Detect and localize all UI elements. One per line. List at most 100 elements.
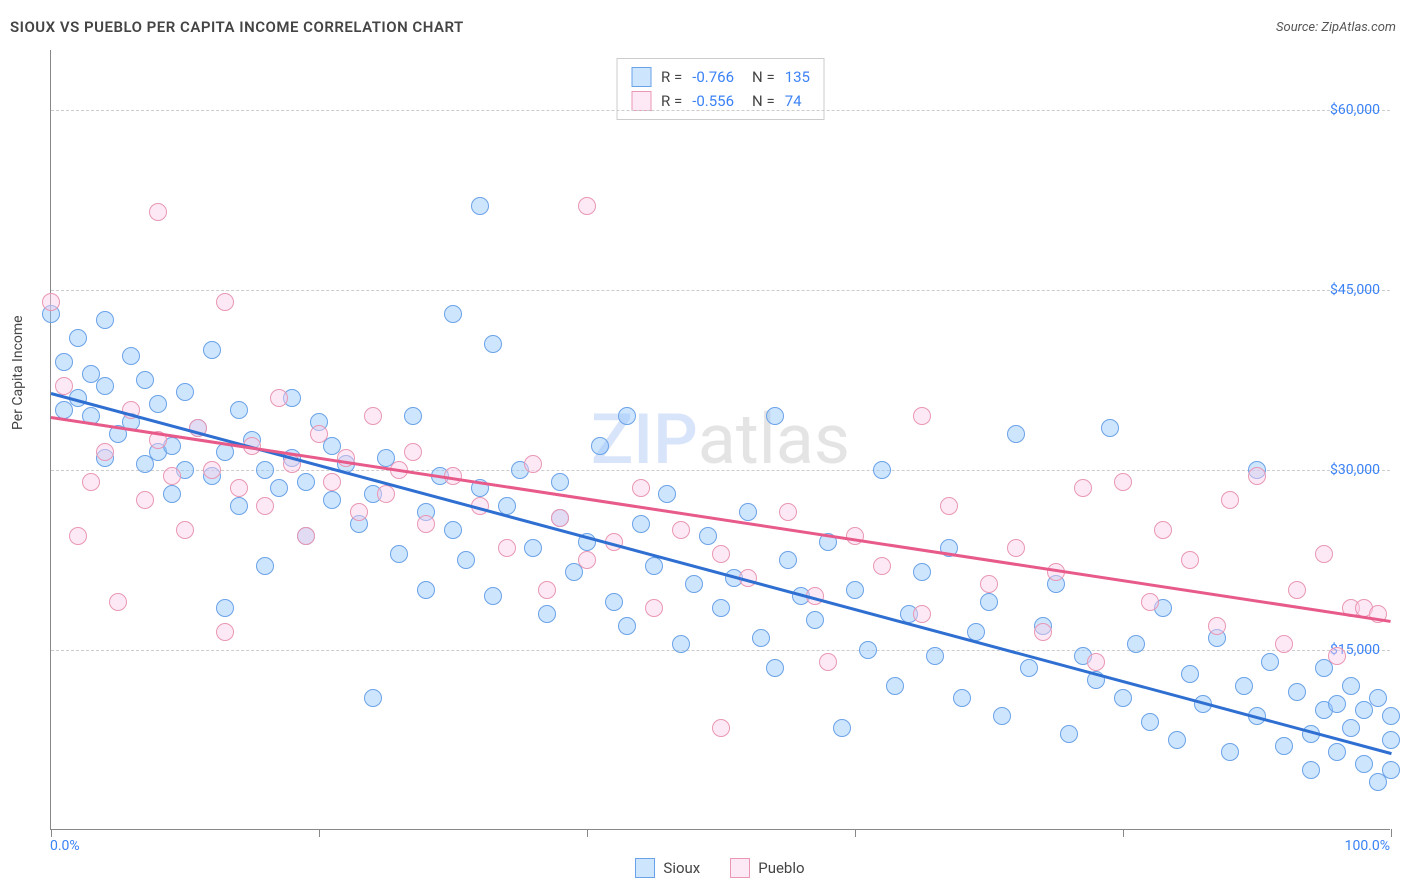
scatter-point	[833, 719, 851, 737]
x-tick	[1123, 829, 1124, 837]
scatter-point	[1181, 551, 1199, 569]
scatter-point	[846, 581, 864, 599]
legend-n-label: N =	[752, 92, 775, 110]
scatter-point	[886, 677, 904, 695]
x-tick	[51, 829, 52, 837]
scatter-point	[297, 527, 315, 545]
plot-area: ZIPatlas R = -0.766 N = 135 R = -0.556 N…	[50, 50, 1390, 830]
scatter-point	[1168, 731, 1186, 749]
legend-item-sioux: Sioux	[635, 858, 700, 878]
legend-item-pueblo: Pueblo	[730, 858, 804, 878]
scatter-point	[1328, 695, 1346, 713]
scatter-point	[779, 551, 797, 569]
scatter-point	[42, 293, 60, 311]
scatter-point	[712, 545, 730, 563]
scatter-point	[1235, 677, 1253, 695]
legend-r-value-pueblo: -0.556	[692, 92, 734, 110]
scatter-point	[1315, 545, 1333, 563]
scatter-point	[712, 599, 730, 617]
grid-line	[51, 290, 1390, 291]
scatter-point	[940, 497, 958, 515]
scatter-point	[819, 653, 837, 671]
scatter-point	[1074, 479, 1092, 497]
scatter-point	[1369, 689, 1387, 707]
scatter-point	[980, 593, 998, 611]
scatter-point	[350, 503, 368, 521]
legend-n-label: N =	[752, 68, 775, 86]
scatter-point	[913, 605, 931, 623]
scatter-point	[404, 443, 422, 461]
scatter-point	[444, 521, 462, 539]
chart-container: SIOUX VS PUEBLO PER CAPITA INCOME CORREL…	[0, 0, 1406, 892]
scatter-point	[551, 473, 569, 491]
legend-swatch-pueblo	[631, 91, 651, 111]
scatter-point	[645, 599, 663, 617]
scatter-point	[163, 467, 181, 485]
scatter-point	[806, 611, 824, 629]
scatter-point	[1221, 743, 1239, 761]
scatter-point	[323, 491, 341, 509]
scatter-point	[1288, 683, 1306, 701]
scatter-point	[873, 461, 891, 479]
scatter-point	[216, 293, 234, 311]
scatter-point	[658, 485, 676, 503]
scatter-point	[699, 527, 717, 545]
legend-r-value-sioux: -0.766	[692, 68, 734, 86]
legend-r-label: R =	[661, 92, 682, 110]
scatter-point	[1141, 593, 1159, 611]
scatter-point	[1007, 425, 1025, 443]
scatter-point	[645, 557, 663, 575]
scatter-point	[310, 425, 328, 443]
legend-row-sioux: R = -0.766 N = 135	[631, 65, 810, 89]
scatter-point	[96, 377, 114, 395]
scatter-point	[444, 305, 462, 323]
scatter-point	[1355, 755, 1373, 773]
scatter-point	[1114, 473, 1132, 491]
scatter-point	[1114, 689, 1132, 707]
scatter-point	[685, 575, 703, 593]
scatter-point	[149, 395, 167, 413]
legend-n-value-pueblo: 74	[785, 92, 802, 110]
scatter-point	[1141, 713, 1159, 731]
scatter-point	[672, 635, 690, 653]
scatter-point	[377, 485, 395, 503]
scatter-point	[109, 593, 127, 611]
grid-line	[51, 470, 1390, 471]
scatter-point	[632, 515, 650, 533]
scatter-point	[993, 707, 1011, 725]
scatter-point	[672, 521, 690, 539]
scatter-point	[712, 719, 730, 737]
scatter-point	[524, 539, 542, 557]
grid-line	[51, 110, 1390, 111]
scatter-point	[216, 623, 234, 641]
scatter-point	[256, 461, 274, 479]
scatter-point	[926, 647, 944, 665]
scatter-point	[551, 509, 569, 527]
scatter-point	[913, 407, 931, 425]
scatter-point	[230, 479, 248, 497]
scatter-point	[1328, 743, 1346, 761]
scatter-point	[618, 407, 636, 425]
scatter-point	[591, 437, 609, 455]
x-tick	[587, 829, 588, 837]
scatter-point	[96, 443, 114, 461]
scatter-point	[256, 557, 274, 575]
scatter-point	[484, 587, 502, 605]
x-tick	[1391, 829, 1392, 837]
scatter-point	[618, 617, 636, 635]
scatter-point	[176, 521, 194, 539]
scatter-point	[1034, 623, 1052, 641]
scatter-point	[578, 551, 596, 569]
scatter-point	[1382, 761, 1400, 779]
scatter-point	[136, 491, 154, 509]
y-axis-title: Per Capita Income	[10, 315, 26, 430]
legend-label-pueblo: Pueblo	[758, 859, 804, 877]
y-tick-label: $60,000	[1330, 102, 1380, 118]
chart-title: SIOUX VS PUEBLO PER CAPITA INCOME CORREL…	[10, 18, 464, 36]
legend-n-value-sioux: 135	[785, 68, 810, 86]
x-axis-min-label: 0.0%	[50, 838, 80, 854]
scatter-point	[1382, 731, 1400, 749]
scatter-point	[752, 629, 770, 647]
scatter-point	[417, 581, 435, 599]
scatter-point	[1060, 725, 1078, 743]
